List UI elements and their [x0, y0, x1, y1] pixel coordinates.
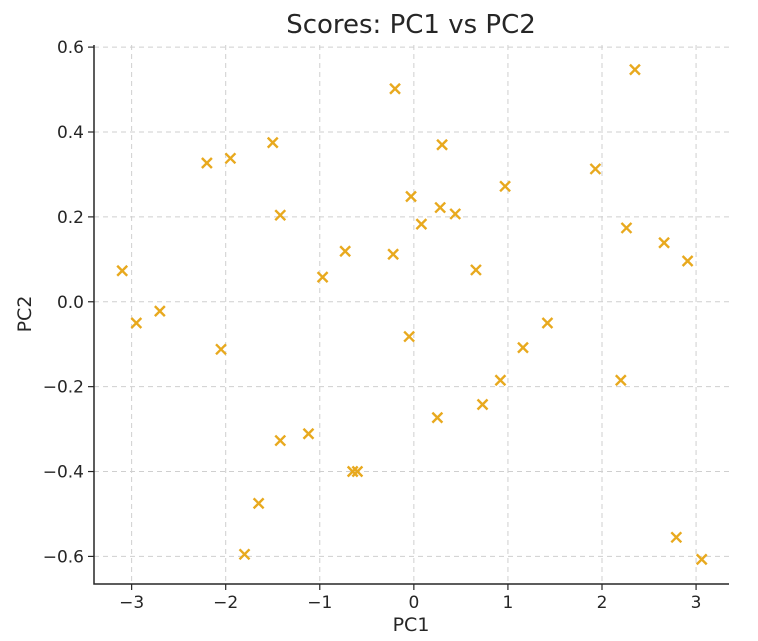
data-point-x-marker [266, 136, 279, 149]
data-point-x-marker [436, 138, 448, 151]
data-point-x-marker [130, 317, 143, 329]
data-point-x-marker [302, 427, 315, 440]
data-point-x-marker [629, 63, 641, 76]
data-point-x-marker [238, 548, 251, 561]
axis-ticks: −3 −2 −1 0 1 2 3 −0.6 −0.4 −0.2 0.0 0.2 0.4 0.6 [43, 38, 702, 613]
data-point-x-marker [403, 330, 415, 343]
data-point-x-marker [499, 180, 511, 193]
data-point-x-marker [658, 236, 670, 249]
axes-spines [93, 45, 729, 585]
data-point-x-marker [431, 411, 444, 424]
data-point-x-marker [387, 248, 400, 261]
data-point-x-marker [470, 264, 482, 276]
data-point-x-marker [224, 152, 237, 165]
data-point-x-marker [476, 398, 489, 411]
data-point-x-marker [494, 374, 507, 387]
data-point-x-marker [346, 465, 359, 478]
data-point-x-marker [434, 201, 447, 214]
data-point-x-marker [614, 374, 627, 387]
y-tick-label: 0.0 [57, 293, 84, 313]
y-tick-label: 0.2 [57, 208, 84, 228]
data-point-x-marker [351, 465, 364, 478]
data-point-x-marker [449, 208, 462, 220]
x-tick-label: −2 [213, 593, 238, 613]
data-point-x-marker [405, 190, 417, 203]
x-tick-label: 2 [597, 593, 608, 613]
data-point-x-marker [116, 264, 129, 277]
data-point-x-marker [154, 305, 166, 317]
y-axis-label: PC2 [14, 296, 36, 333]
data-point-x-marker [620, 222, 633, 234]
data-point-x-marker [517, 341, 529, 354]
data-point-x-marker [339, 245, 352, 258]
data-point-x-marker [274, 209, 287, 222]
data-point-x-marker [316, 271, 329, 284]
data-point-x-marker [695, 553, 708, 566]
x-tick-label: 0 [408, 593, 419, 613]
chart-title: Scores: PC1 vs PC2 [286, 10, 536, 40]
x-tick-label: 3 [691, 593, 702, 613]
x-tick-label: −3 [119, 593, 144, 613]
y-tick-label: 0.6 [57, 38, 84, 58]
data-point-x-marker [389, 82, 401, 95]
y-tick-label: −0.2 [43, 378, 84, 398]
data-point-x-marker [670, 531, 683, 544]
grid [94, 45, 729, 584]
data-point-x-marker [415, 218, 428, 230]
data-point-x-marker [589, 163, 602, 175]
x-tick-label: 1 [503, 593, 514, 613]
data-point-x-marker [681, 255, 694, 267]
x-axis-label: PC1 [393, 614, 430, 636]
y-tick-label: 0.4 [57, 123, 84, 143]
data-point-x-marker [215, 343, 227, 356]
data-point-x-marker [252, 497, 265, 510]
y-tick-label: −0.6 [43, 547, 84, 567]
data-point-x-marker [274, 434, 287, 447]
data-point-x-marker [541, 317, 554, 329]
data-point-x-marker [201, 157, 213, 169]
data-points [116, 63, 708, 566]
y-tick-label: −0.4 [43, 463, 84, 483]
x-tick-label: −1 [307, 593, 332, 613]
